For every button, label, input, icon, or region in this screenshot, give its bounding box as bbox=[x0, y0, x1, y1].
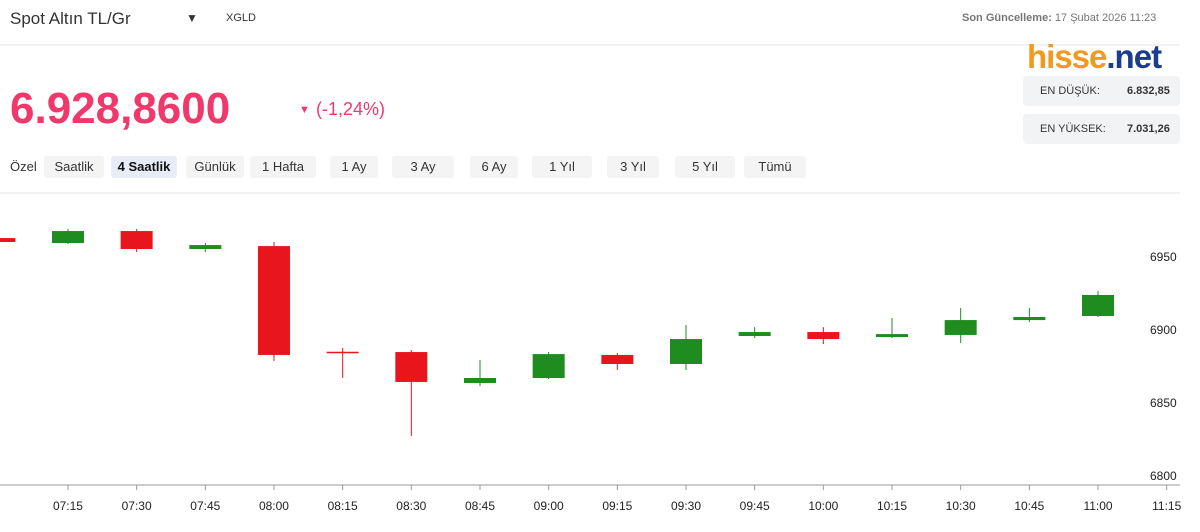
title: Spot Altın TL/Gr bbox=[10, 9, 131, 28]
candle-body bbox=[532, 354, 565, 379]
y-tick-label: 6800 bbox=[1150, 469, 1177, 483]
range-tab[interactable]: Günlük bbox=[186, 156, 244, 178]
x-tick-label: 08:00 bbox=[259, 499, 289, 513]
update-label: Son Güncelleme: bbox=[962, 12, 1052, 24]
x-tick-label: 07:45 bbox=[190, 499, 220, 513]
x-tick-label: 09:00 bbox=[534, 499, 564, 513]
x-tick-label: 10:30 bbox=[946, 499, 976, 513]
candle-body bbox=[257, 246, 290, 355]
x-tick-label: 11:00 bbox=[1083, 499, 1112, 513]
candle-body bbox=[51, 231, 84, 244]
range-tab[interactable]: 1 Ay bbox=[330, 156, 378, 178]
range-tab[interactable]: Tümü bbox=[744, 156, 806, 178]
update-value: 17 Şubat 2026 11:23 bbox=[1054, 12, 1157, 24]
symbol: XGLD bbox=[226, 12, 256, 24]
logo: hisse.net bbox=[1027, 38, 1162, 76]
candle-body bbox=[463, 378, 496, 383]
range-tab[interactable]: 6 Ay bbox=[470, 156, 518, 178]
y-tick-label: 6900 bbox=[1150, 323, 1177, 337]
range-tab[interactable]: 1 Hafta bbox=[250, 156, 316, 178]
candle-body bbox=[670, 339, 702, 365]
x-tick-label: 09:45 bbox=[740, 499, 770, 513]
candle-body bbox=[738, 332, 771, 336]
range-tab[interactable]: 4 Saatlik bbox=[111, 156, 177, 178]
candle-body bbox=[326, 351, 359, 354]
x-tick-label: 09:30 bbox=[671, 499, 701, 513]
candle-body bbox=[1013, 317, 1046, 321]
dropdown-icon[interactable]: ▼ bbox=[186, 11, 198, 25]
range-tab[interactable]: 5 Yıl bbox=[675, 156, 735, 178]
x-tick-label: 07:15 bbox=[53, 499, 83, 513]
candle-body bbox=[120, 231, 153, 250]
price-change: (-1,24%) bbox=[316, 99, 386, 119]
candle-body bbox=[876, 334, 909, 338]
range-tab[interactable]: Özel bbox=[10, 159, 37, 174]
candle-body bbox=[807, 332, 840, 340]
range-tab[interactable]: 3 Ay bbox=[392, 156, 454, 178]
candle-body bbox=[944, 320, 977, 335]
high-box: EN YÜKSEK: 7.031,26 bbox=[1023, 114, 1180, 144]
low-box: EN DÜŞÜK: 6.832,85 bbox=[1023, 76, 1180, 106]
x-tick-label: 10:15 bbox=[877, 499, 907, 513]
x-tick-label: 08:45 bbox=[465, 499, 495, 513]
x-tick-label: 10:45 bbox=[1014, 499, 1044, 513]
range-tab[interactable]: 1 Yıl bbox=[532, 156, 592, 178]
price: 6.928,8600 bbox=[10, 84, 231, 133]
low-value: 6.832,85 bbox=[1127, 85, 1170, 97]
candle-body bbox=[0, 238, 16, 242]
x-tick-label: 08:15 bbox=[328, 499, 358, 513]
candle-body bbox=[395, 352, 428, 382]
candle-body bbox=[601, 354, 634, 365]
high-value: 7.031,26 bbox=[1127, 123, 1170, 135]
update-info: Son Güncelleme: 17 Şubat 2026 11:23 bbox=[962, 12, 1156, 24]
candle-body bbox=[1082, 294, 1115, 316]
range-tab[interactable]: Saatlik bbox=[44, 156, 104, 178]
x-tick-label: 07:30 bbox=[122, 499, 152, 513]
logo-suffix: .net bbox=[1106, 38, 1162, 75]
x-tick-label: 11:15 bbox=[1152, 499, 1181, 513]
x-tick-label: 09:15 bbox=[602, 499, 632, 513]
y-tick-label: 6950 bbox=[1150, 250, 1177, 264]
high-label: EN YÜKSEK: bbox=[1040, 123, 1106, 135]
x-tick-label: 08:30 bbox=[396, 499, 426, 513]
x-tick-label: 10:00 bbox=[808, 499, 838, 513]
low-label: EN DÜŞÜK: bbox=[1040, 85, 1100, 97]
candles bbox=[0, 229, 1115, 436]
logo-main: hisse bbox=[1027, 38, 1107, 75]
down-arrow: ▼ bbox=[299, 104, 310, 116]
range-tab[interactable]: 3 Yıl bbox=[607, 156, 659, 178]
candle-body bbox=[189, 245, 222, 250]
y-tick-label: 6850 bbox=[1150, 396, 1177, 410]
